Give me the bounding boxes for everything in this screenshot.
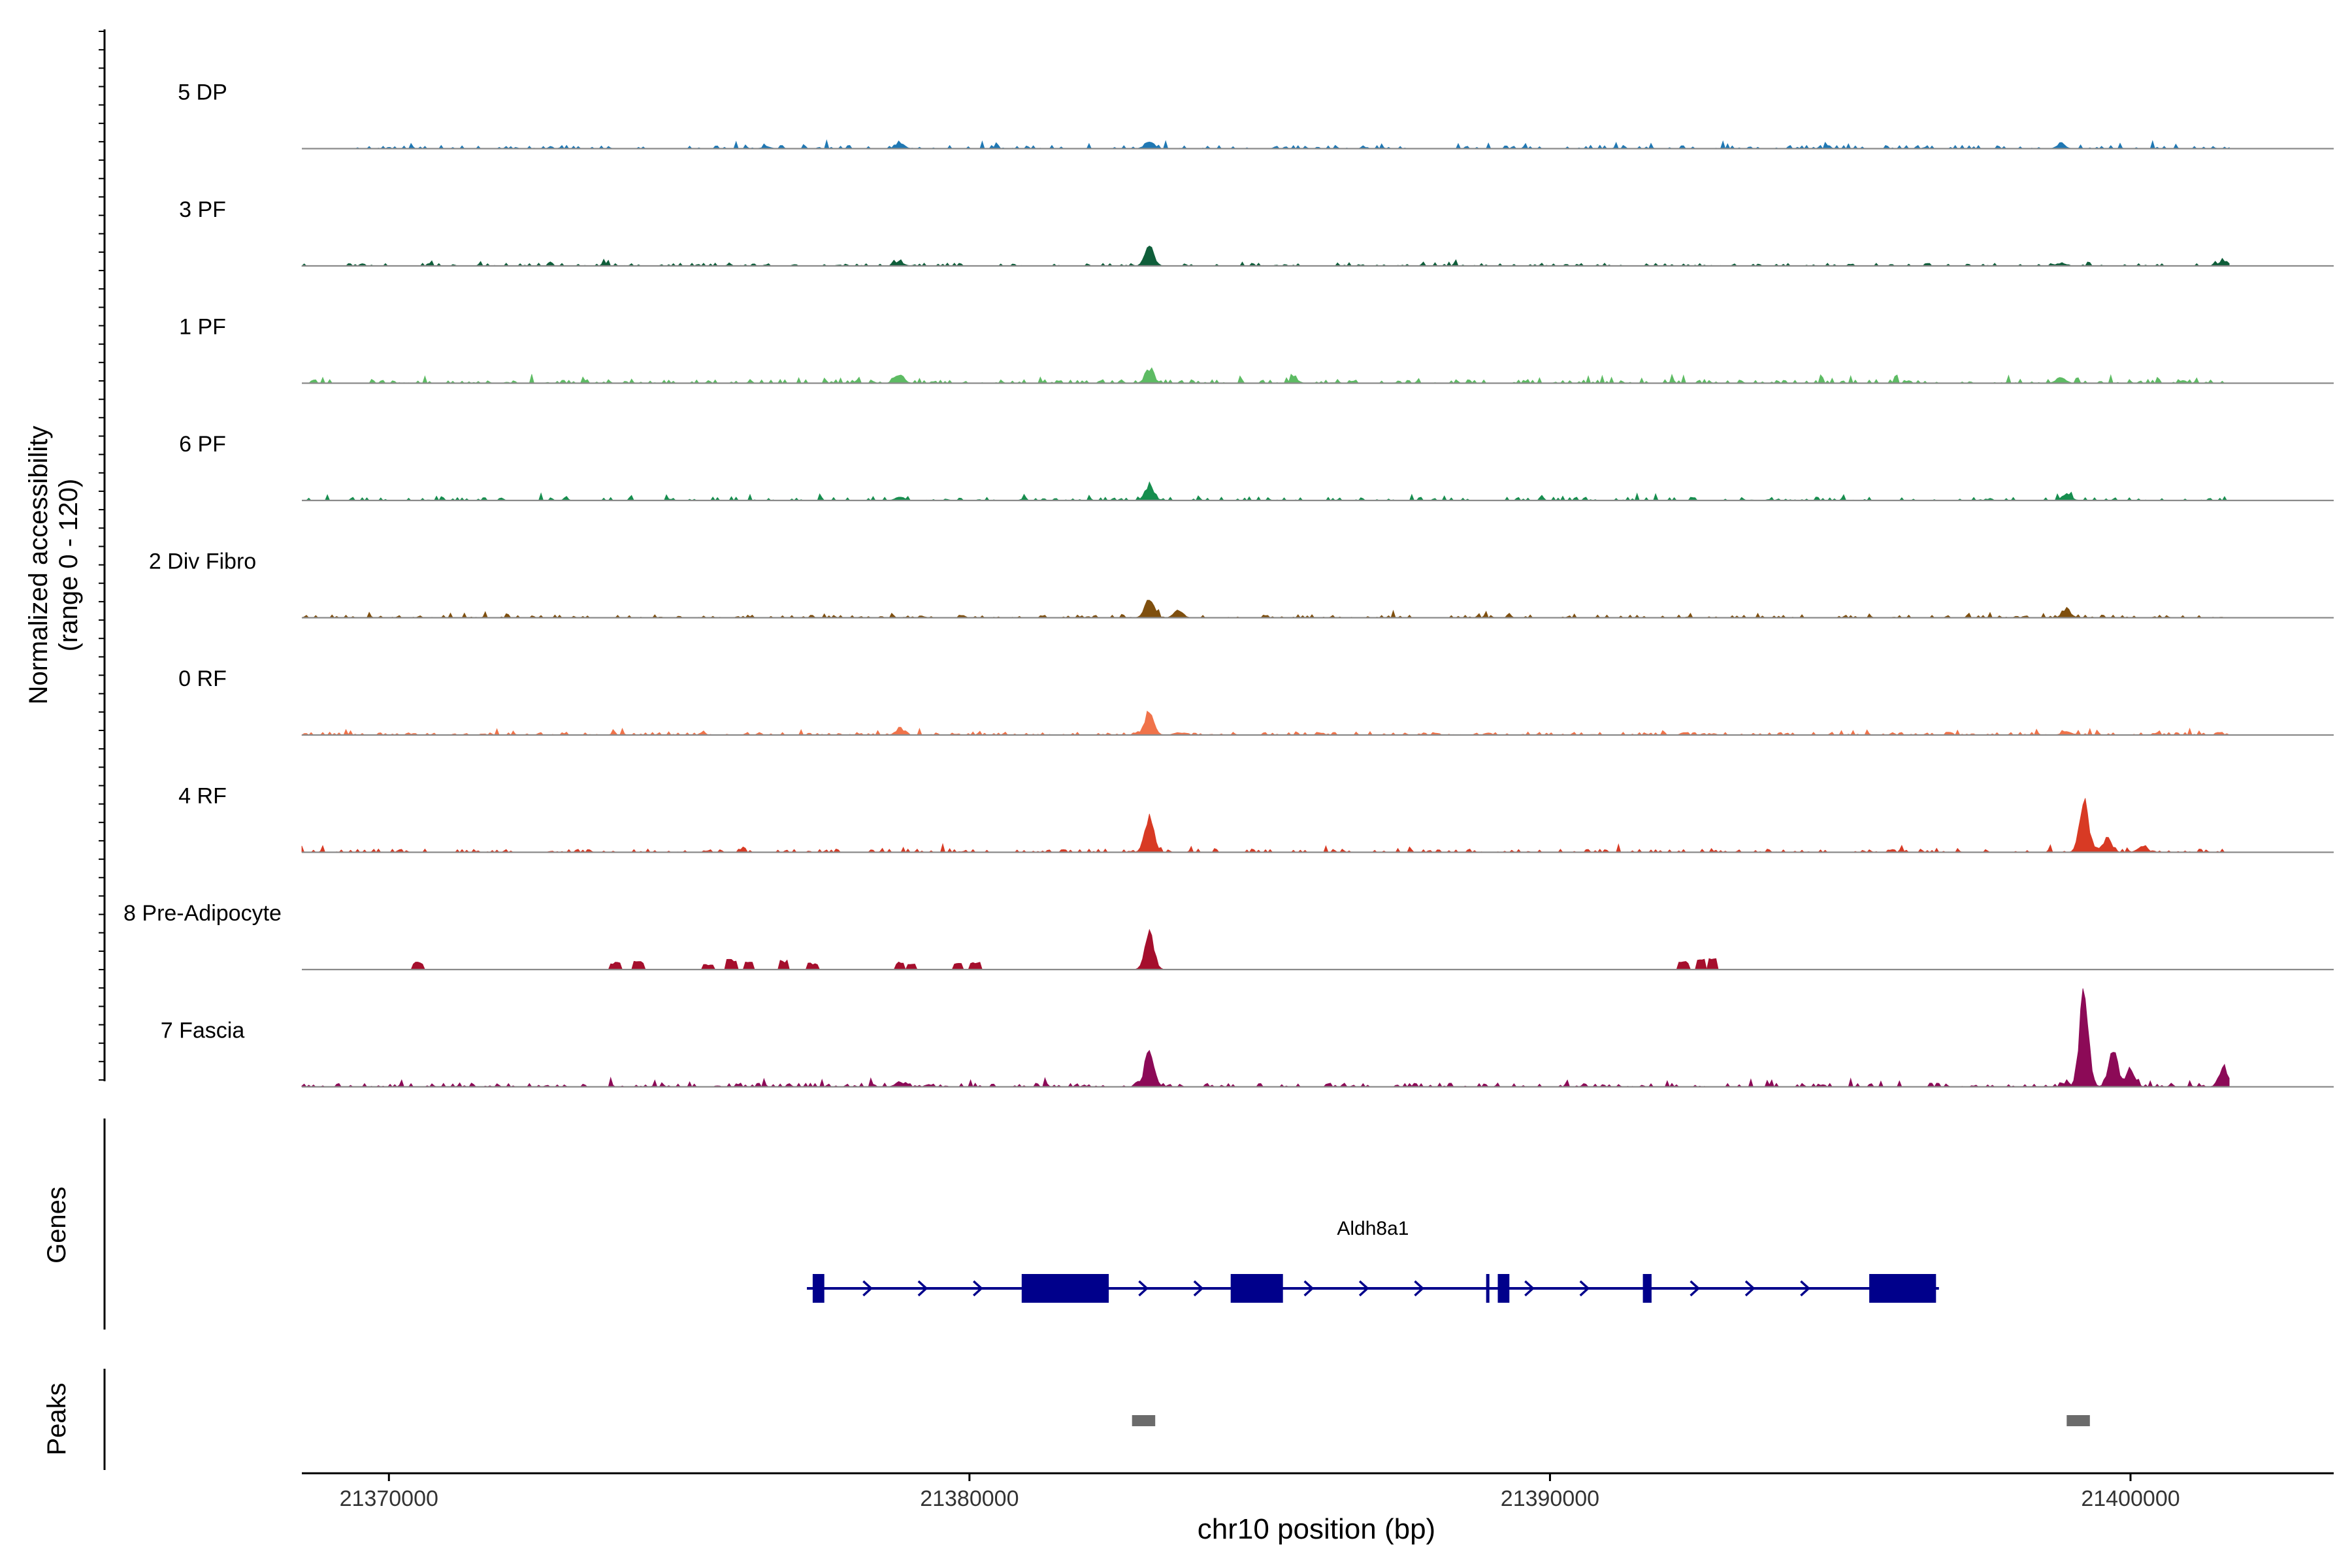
track-2-div-fibro: 2 Div Fibro [149,549,2334,619]
coverage-area [302,481,2230,501]
x-axis: 21370000 21380000 21390000 21400000 [302,1472,2334,1511]
exon [1486,1274,1490,1303]
track-label: 8 Pre-Adipocyte [123,901,282,926]
coverage-area [301,798,2230,853]
x-tick-label: 21380000 [920,1486,1019,1511]
track-label: 7 Fascia [161,1019,245,1043]
exon [1021,1274,1109,1303]
coverage-area [302,139,2230,150]
x-tick-label: 21400000 [2081,1486,2180,1511]
track-label: 2 Div Fibro [149,549,256,574]
strand-arrow [973,1280,983,1297]
track-4-rf: 4 RF [178,784,2334,853]
track-label: 1 PF [179,315,226,340]
track-label: 0 RF [178,666,227,691]
exon [1497,1274,1510,1303]
strand-arrow [1690,1280,1701,1297]
x-tick-label: 21390000 [1501,1486,1599,1511]
strand-arrow [1524,1280,1535,1297]
exon [1642,1274,1652,1303]
track-label: 4 RF [178,784,227,809]
strand-arrow [1800,1280,1810,1297]
y-axis-label-line1: Normalized accessibility [24,426,53,705]
track-3-pf: 3 PF [179,197,2334,267]
x-axis-label: chr10 position (bp) [1198,1513,1435,1545]
coverage-area [301,246,2230,267]
strand-arrow [1414,1280,1425,1297]
x-tick-label: 21370000 [340,1486,438,1511]
peak-region [1132,1415,1156,1426]
peaks-track-label: Peaks [42,1382,71,1455]
track-6-pf: 6 PF [179,432,2334,502]
coverage-area [301,988,2230,1088]
y-axis [99,29,106,1081]
gene-name-label: Aldh8a1 [1337,1218,1409,1239]
strand-arrow [862,1280,873,1297]
gene-track: Aldh8a1 [807,1218,1939,1303]
strand-arrow [1193,1280,1204,1297]
strand-arrow [1138,1280,1149,1297]
strand-arrow [1358,1280,1369,1297]
strand-arrow [1744,1280,1756,1297]
strand-arrow [1303,1280,1315,1297]
track-label: 6 PF [179,432,226,457]
coverage-tracks: 5 DP 3 PF 1 PF 6 PF 2 Div Fibro 0 RF 4 RF 8 Pre… [123,80,2334,1088]
y-axis-label-line2: (range 0 - 120) [54,479,83,652]
track-label: 5 DP [178,80,227,105]
strand-arrow [1579,1280,1590,1297]
strand-arrow [917,1280,928,1297]
coverage-area [302,367,2230,384]
peak-region [2066,1415,2090,1426]
peaks-track [1132,1415,2090,1426]
track-label: 3 PF [179,197,226,222]
exon [812,1274,825,1303]
track-7-fascia: 7 Fascia [161,988,2334,1088]
coverage-area [301,600,2230,619]
track-0-rf: 0 RF [178,666,2334,736]
coverage-area [301,710,2230,736]
track-5-dp: 5 DP [178,80,2334,150]
track-1-pf: 1 PF [179,315,2334,384]
coverage-area [302,928,2230,971]
exon [1869,1274,1936,1303]
exon [1230,1274,1283,1303]
track-8-pre-adipocyte: 8 Pre-Adipocyte [123,901,2334,971]
genes-track-label: Genes [42,1186,71,1264]
